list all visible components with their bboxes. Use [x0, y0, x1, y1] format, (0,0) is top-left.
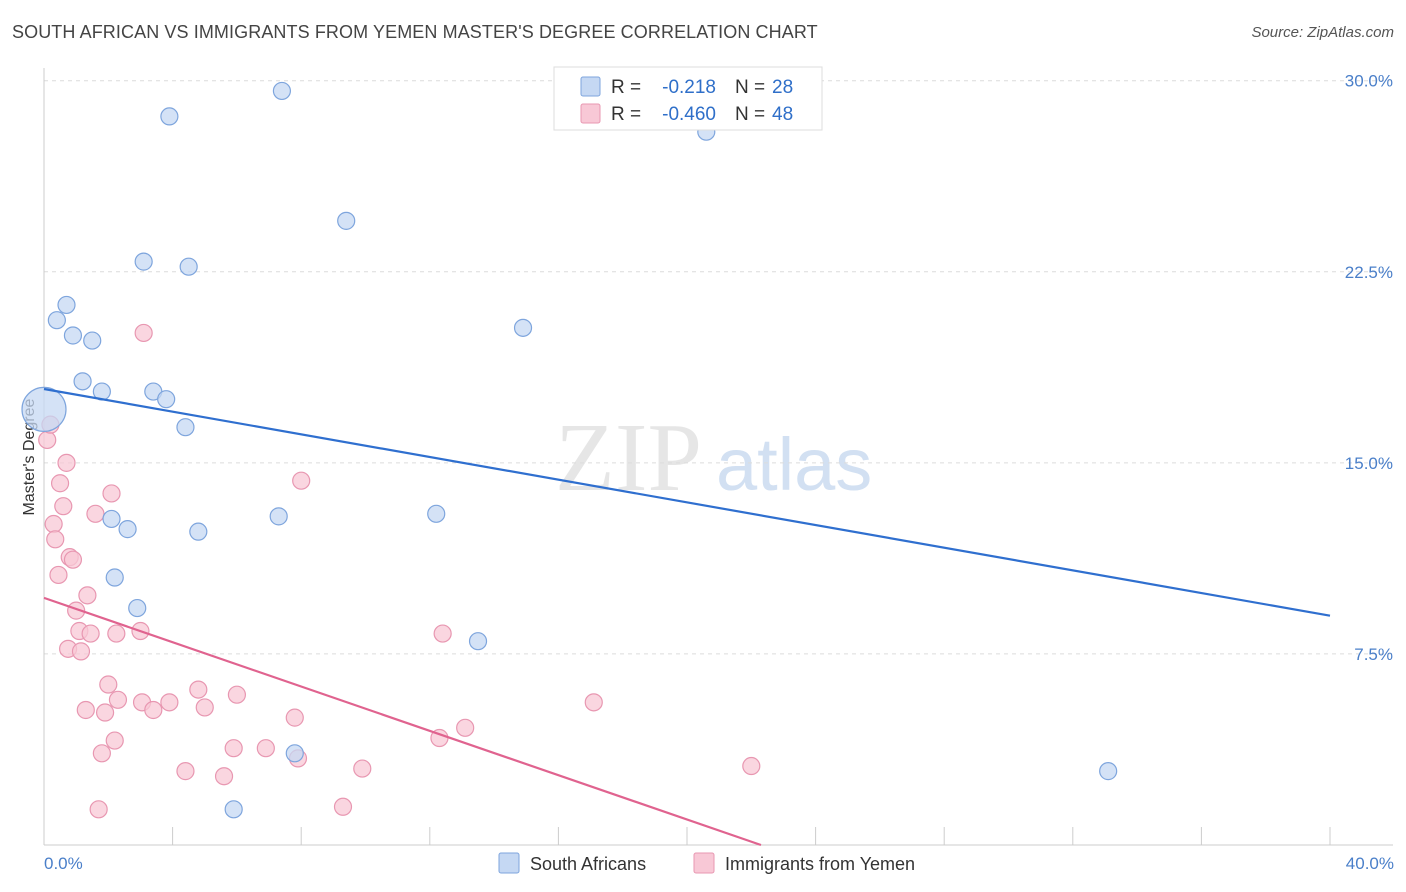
bottom-legend-swatch-south-africans [498, 852, 520, 874]
south-africans-point [73, 372, 92, 391]
yemen-point [134, 323, 153, 343]
yemen-point [50, 474, 70, 493]
south-africans-point [513, 318, 533, 337]
south-africans-point [285, 744, 304, 763]
yemen-point [189, 680, 208, 699]
legend-n-label-blue: N = [735, 77, 765, 98]
south-africans-point [269, 507, 288, 526]
axes [43, 68, 1393, 846]
yemen-point [227, 685, 246, 704]
south-africans-point [83, 331, 102, 350]
yemen-point [49, 565, 68, 585]
x-tick-labels: 0.0% 40.0% [44, 854, 1394, 873]
yemen-point [433, 624, 452, 643]
yemen-point [353, 759, 372, 778]
legend-n-value-pink: 48 [772, 104, 793, 125]
yemen-point [742, 756, 761, 776]
yemen-point [333, 797, 353, 816]
yemen-point [108, 690, 128, 709]
x-tick-label-max: 40.0% [1346, 854, 1394, 873]
y-tick-label: 22.5% [1345, 263, 1393, 282]
yemen-point [71, 642, 91, 661]
yemen-point [195, 698, 214, 717]
south-africans-trend-line [43, 387, 1331, 617]
legend-r-label-blue: R = [611, 77, 641, 98]
top-legend: R = -0.218 N = 28 R = -0.460 N = 48 [553, 66, 823, 131]
watermark-atlas: atlas [716, 423, 872, 506]
yemen-point [292, 471, 311, 490]
y-tick-label: 15.0% [1345, 454, 1393, 473]
yemen-point [584, 693, 603, 712]
yemen-point [456, 718, 475, 737]
yemen-point [76, 700, 95, 720]
yemen-point [256, 739, 275, 758]
yemen-point [57, 453, 76, 472]
south-africans-point [224, 800, 243, 819]
bottom-legend-label-south-africans: South Africans [530, 854, 646, 874]
y-tick-label: 30.0% [1345, 72, 1393, 91]
yemen-point [54, 497, 73, 516]
chart-title: SOUTH AFRICAN VS IMMIGRANTS FROM YEMEN M… [12, 22, 818, 42]
yemen-point [44, 514, 63, 534]
south-africans-point [189, 522, 208, 541]
yemen-point [176, 762, 195, 781]
yemen-point [160, 693, 179, 712]
yemen-point [224, 739, 243, 758]
south-africans-point [179, 257, 198, 276]
bottom-legend-swatch-yemen [693, 852, 715, 874]
legend-r-value-pink: -0.460 [662, 104, 716, 125]
south-africans-point [128, 598, 147, 618]
yemen-point [78, 586, 97, 605]
yemen-point [102, 484, 121, 503]
south-africans-point [57, 295, 76, 315]
yemen-point [86, 504, 105, 523]
south-africans-point [102, 509, 121, 529]
south-africans-point [21, 386, 67, 432]
yemen-point [92, 744, 111, 763]
data-points [21, 81, 1118, 819]
south-africans-point [47, 311, 66, 330]
yemen-point [144, 700, 163, 720]
legend-n-value-blue: 28 [772, 77, 793, 98]
legend-r-value-blue: -0.218 [662, 77, 716, 98]
y-tick-labels: 7.5% 15.0% 22.5% 30.0% [1345, 72, 1393, 664]
yemen-point [46, 530, 65, 549]
south-africans-point [468, 632, 488, 651]
x-tick-label-min: 0.0% [44, 854, 83, 873]
watermark-zip: ZIP [555, 404, 702, 512]
bottom-legend: South Africans Immigrants from Yemen [498, 852, 915, 874]
bottom-legend-label-yemen: Immigrants from Yemen [725, 854, 915, 874]
south-africans-point [63, 326, 83, 345]
trend-lines [43, 387, 1331, 847]
south-africans-point [272, 81, 292, 101]
yemen-point [105, 731, 124, 750]
yemen-point [214, 767, 234, 786]
yemen-point [99, 675, 118, 694]
south-africans-point [427, 504, 446, 523]
south-africans-point [157, 390, 176, 409]
yemen-trend-line [43, 596, 762, 847]
y-tick-label: 7.5% [1354, 645, 1393, 664]
south-africans-point [160, 107, 179, 126]
south-africans-point [1099, 762, 1118, 781]
yemen-point [285, 708, 304, 727]
yemen-point [81, 624, 100, 643]
south-africans-point [105, 568, 124, 587]
legend-n-label-pink: N = [735, 104, 765, 125]
gridlines [44, 80, 1393, 655]
legend-r-label-pink: R = [611, 104, 641, 125]
south-africans-point [134, 252, 153, 271]
yemen-point [63, 550, 83, 569]
south-africans-point [176, 418, 195, 437]
south-africans-point [337, 211, 356, 230]
legend-swatch-pink [580, 103, 601, 124]
chart-source: Source: ZipAtlas.com [1251, 24, 1394, 41]
yemen-point [89, 800, 108, 819]
yemen-point [38, 430, 57, 450]
yemen-point [107, 624, 126, 643]
south-africans-point [118, 520, 137, 539]
legend-swatch-blue [580, 76, 601, 97]
yemen-point [95, 703, 115, 722]
